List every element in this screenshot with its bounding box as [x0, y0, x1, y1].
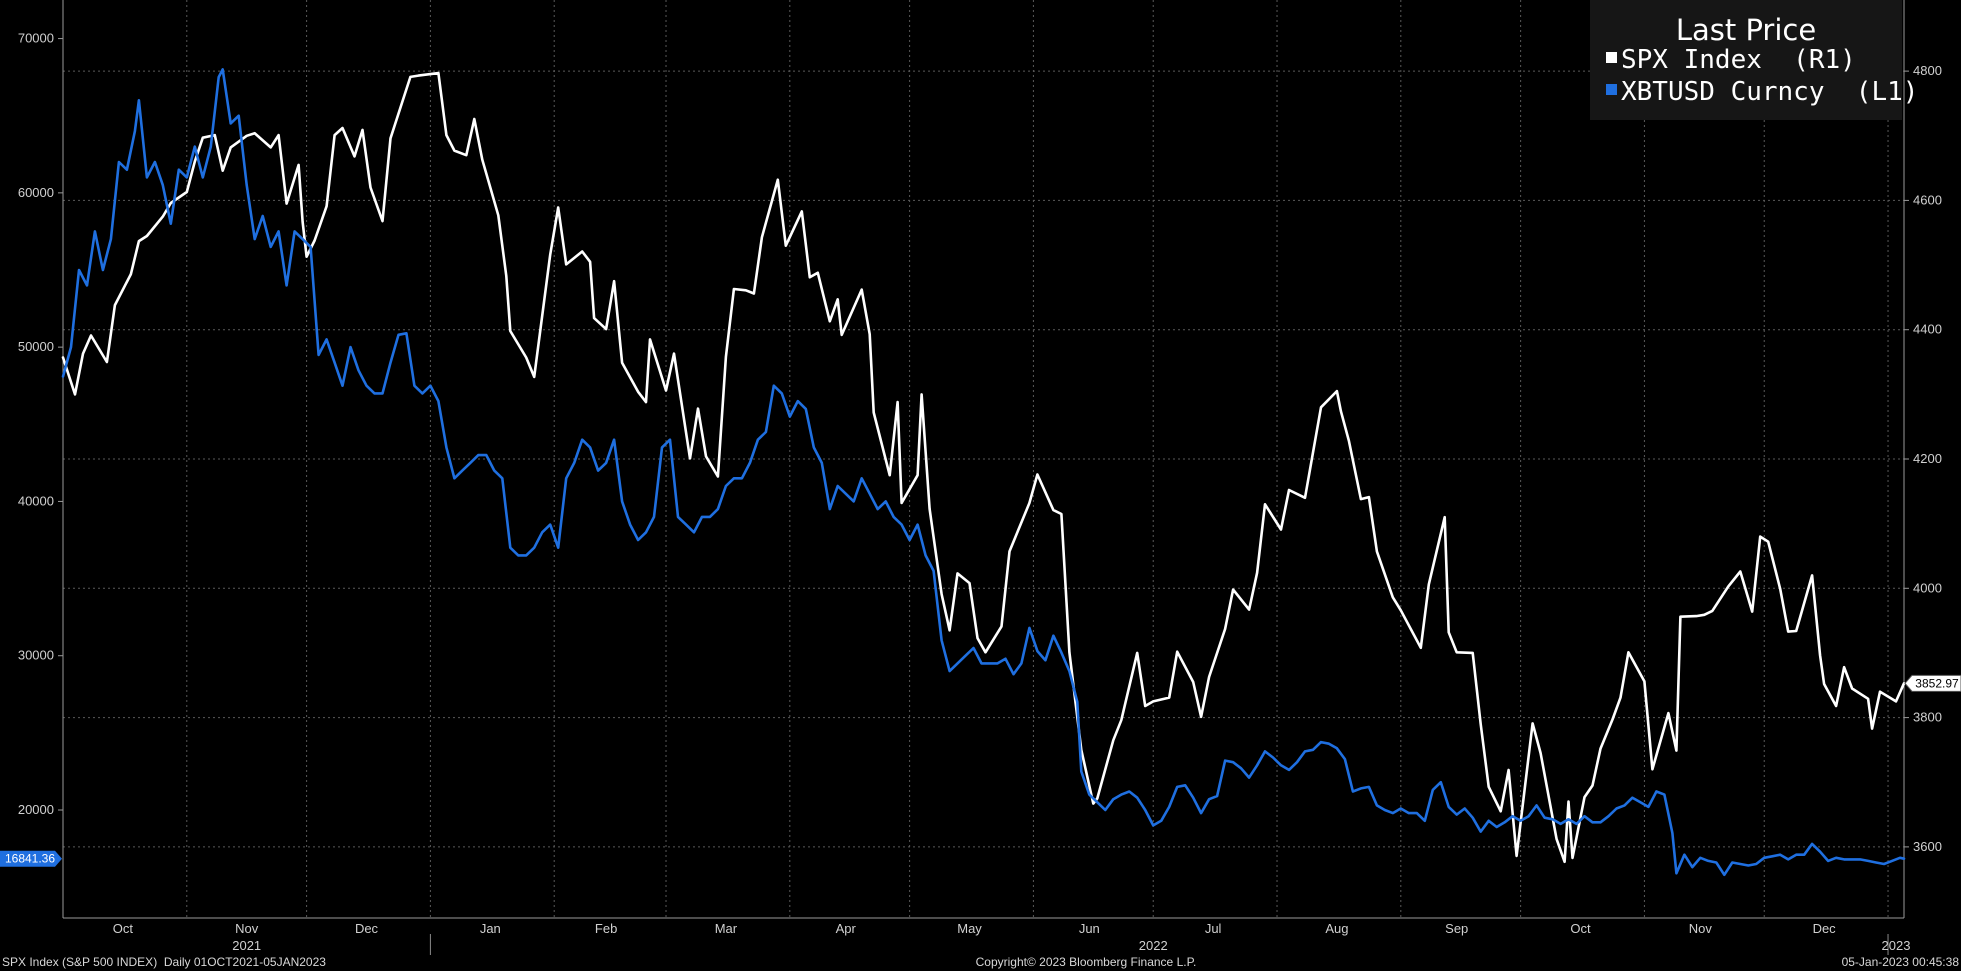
month-label: Oct: [113, 921, 134, 936]
right-tick-label: 4000: [1913, 580, 1942, 595]
left-tick-label: 60000: [18, 185, 54, 200]
right-tick-label: 3600: [1913, 839, 1942, 854]
spx-badge-value: 3852.97: [1915, 676, 1959, 690]
legend-swatch-xbt: [1606, 84, 1617, 95]
x-axis-year-labels: 2021 2022 2023: [232, 934, 1910, 955]
month-label: Jan: [480, 921, 501, 936]
series-line-xbtusd-curncy: [61, 68, 1906, 877]
left-axis-ticks: 20000 30000 40000 50000 60000 70000: [18, 31, 63, 817]
right-tick-label: 4200: [1913, 451, 1942, 466]
left-tick-label: 30000: [18, 648, 54, 663]
xbt-last-value-badge: 16841.36: [0, 850, 62, 867]
series-lines: [61, 68, 1906, 877]
month-label: Sep: [1445, 921, 1468, 936]
year-label: 2021: [232, 938, 261, 953]
month-label: May: [957, 921, 982, 936]
right-axis-ticks: 3600 3800 4000 4200 4400 4600 4800: [1904, 63, 1942, 854]
year-label: 2022: [1139, 938, 1168, 953]
footer-left: SPX Index (S&P 500 INDEX) Daily 01OCT202…: [2, 955, 326, 969]
month-label: Feb: [595, 921, 617, 936]
xbt-badge-shape: [0, 850, 62, 867]
legend: Last Price SPX Index (R1) XBTUSD Curncy …: [1590, 0, 1918, 120]
month-label: Jun: [1079, 921, 1100, 936]
x-axis-month-labels: Oct Nov Dec Jan Feb Mar Apr May Jun Jul Aug Sep Oct N…: [113, 921, 1836, 936]
year-label: 2023: [1882, 938, 1911, 953]
spx-badge-shape: [1904, 674, 1961, 692]
series-line-spx-index: [61, 71, 1906, 864]
month-label: Dec: [355, 921, 379, 936]
right-tick-label: 4800: [1913, 63, 1942, 78]
legend-label-xbt: XBTUSD Curncy (L1): [1621, 77, 1918, 107]
xbt-badge-value: 16841.36: [5, 852, 55, 866]
spx-last-value-badge: 3852.97: [1904, 674, 1961, 692]
footer-timestamp: 05-Jan-2023 00:45:38: [1842, 955, 1960, 969]
month-label: Apr: [836, 921, 857, 936]
right-tick-label: 4400: [1913, 322, 1942, 337]
right-tick-label: 3800: [1913, 710, 1942, 725]
month-label: Nov: [1689, 921, 1713, 936]
left-tick-label: 70000: [18, 31, 54, 46]
legend-title: Last Price: [1676, 13, 1816, 47]
left-tick-label: 40000: [18, 493, 54, 508]
month-label: Dec: [1813, 921, 1837, 936]
legend-box: [1590, 0, 1902, 120]
legend-swatch-spx: [1606, 52, 1617, 63]
left-tick-label: 20000: [18, 802, 54, 817]
grid: [63, 0, 1904, 918]
left-tick-label: 50000: [18, 339, 54, 354]
month-label: Aug: [1325, 921, 1348, 936]
month-label: Jul: [1205, 921, 1222, 936]
footer-copyright: Copyright© 2023 Bloomberg Finance L.P.: [976, 955, 1197, 969]
last-value-badges: 3852.97 16841.36: [0, 674, 1961, 867]
month-label: Mar: [715, 921, 738, 936]
month-label: Oct: [1570, 921, 1591, 936]
footer: SPX Index (S&P 500 INDEX) Daily 01OCT202…: [2, 955, 1959, 969]
legend-label-spx: SPX Index (R1): [1621, 45, 1856, 75]
right-tick-label: 4600: [1913, 192, 1942, 207]
month-label: Nov: [235, 921, 259, 936]
